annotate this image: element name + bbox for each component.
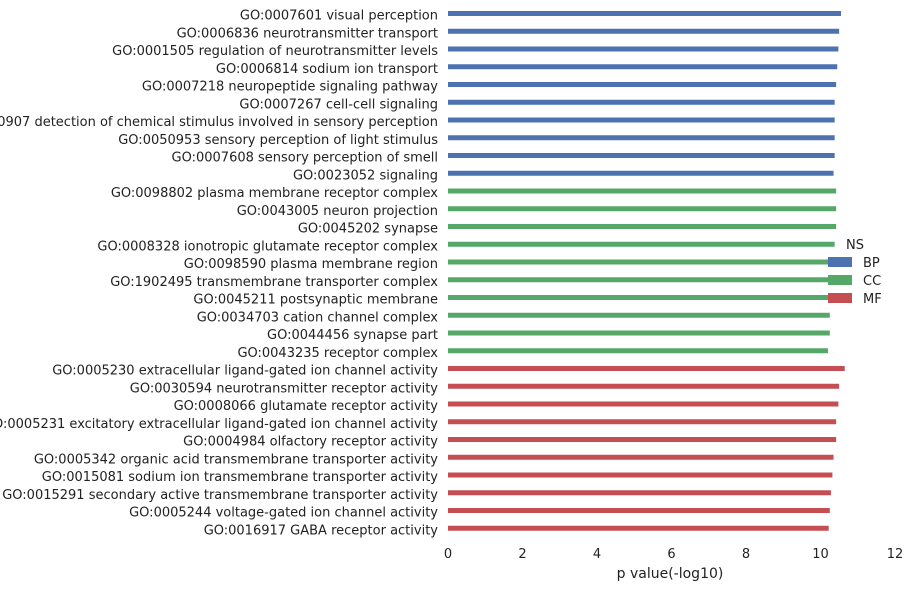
bar	[448, 241, 835, 247]
category-label: GO:0005244 voltage-gated ion channel act…	[129, 506, 438, 521]
category-label: GO:0043005 neuron projection	[237, 204, 438, 219]
category-label: GO:0006836 neurotransmitter transport	[177, 26, 438, 41]
bar	[448, 99, 835, 105]
legend-title: NS	[846, 238, 864, 253]
bar	[448, 11, 841, 16]
x-tick-label: 0	[444, 547, 452, 562]
category-label: GO:0007218 neuropeptide signaling pathwa…	[142, 80, 438, 95]
bars-layer	[448, 11, 845, 531]
bar	[448, 170, 834, 176]
legend-label: MF	[863, 292, 882, 307]
category-label: GO:0007267 cell-cell signaling	[239, 97, 438, 112]
category-label: GO:0004984 olfactory receptor activity	[183, 435, 438, 450]
bar	[448, 454, 834, 460]
legend-label: BP	[863, 256, 880, 271]
bar	[448, 153, 835, 158]
category-labels: GO:0007601 visual perception GO:0006836 n…	[0, 9, 438, 539]
category-label: GO:0044456 synapse part	[267, 328, 438, 343]
bar	[448, 188, 837, 194]
bar	[448, 46, 839, 52]
category-label: GO:0005342 organic acid transmembrane tr…	[34, 452, 438, 467]
bar	[448, 312, 830, 318]
bar	[448, 330, 830, 336]
x-axis-ticks: 0 2 4 6 8 10 12	[444, 547, 903, 562]
bar	[448, 383, 840, 389]
bar	[448, 401, 839, 407]
bar	[448, 224, 837, 229]
bar	[448, 64, 838, 70]
x-tick-label: 12	[887, 547, 904, 562]
category-label: GO:0045211 postsynaptic membrane	[193, 293, 438, 308]
x-axis-title: p value(-log10)	[617, 566, 724, 582]
legend: NS BP CC MF	[828, 238, 882, 307]
bar	[448, 508, 830, 513]
bar	[448, 28, 840, 34]
category-label: GO:0007601 visual perception	[240, 9, 438, 24]
bar	[448, 206, 837, 212]
bar	[448, 295, 832, 300]
category-label: GO:0050953 sensory perception of light s…	[118, 133, 438, 148]
legend-swatch	[828, 293, 852, 303]
legend-entries: BP CC MF	[828, 256, 882, 307]
category-label: GO:0007608 sensory perception of smell	[172, 151, 438, 166]
category-label: GO:0016917 GABA receptor activity	[204, 523, 439, 538]
bar	[448, 490, 831, 496]
x-tick-label: 6	[667, 547, 675, 562]
x-tick-label: 4	[593, 547, 601, 562]
category-label: GO:0045202 synapse	[298, 222, 438, 237]
bar	[448, 348, 828, 354]
category-label: GO:0015081 sodium ion transmembrane tran…	[42, 470, 438, 485]
bar	[448, 472, 833, 478]
bar	[448, 366, 845, 371]
bar	[448, 117, 835, 123]
x-tick-label: 2	[518, 547, 526, 562]
bar	[448, 437, 837, 442]
category-label: GO:0023052 signaling	[293, 168, 438, 183]
category-label: GO:0050907 detection of chemical stimulu…	[0, 115, 438, 130]
bar	[448, 525, 829, 531]
legend-swatch	[828, 257, 852, 267]
bar	[448, 419, 837, 425]
bar	[448, 82, 837, 87]
category-label: GO:0006814 sodium ion transport	[216, 62, 438, 77]
bar	[448, 277, 833, 283]
category-label: GO:1902495 transmembrane transporter com…	[110, 275, 438, 290]
category-label: GO:0034703 cation channel complex	[197, 310, 439, 325]
x-tick-label: 10	[812, 547, 829, 562]
category-label: GO:0030594 neurotransmitter receptor act…	[130, 381, 439, 396]
bar	[448, 135, 835, 141]
category-label: GO:0098802 plasma membrane receptor comp…	[111, 186, 438, 201]
category-label: GO:0008066 glutamate receptor activity	[174, 399, 439, 414]
category-label: GO:0005230 extracellular ligand-gated io…	[52, 364, 438, 379]
legend-label: CC	[863, 274, 881, 289]
x-tick-label: 8	[742, 547, 750, 562]
category-label: GO:0001505 regulation of neurotransmitte…	[112, 44, 438, 59]
category-label: GO:0015291 secondary active transmembran…	[2, 488, 438, 503]
category-label: GO:0043235 receptor complex	[237, 346, 438, 361]
category-label: GO:0098590 plasma membrane region	[184, 257, 438, 272]
bar	[448, 259, 834, 265]
category-label: GO:0008328 ionotropic glutamate receptor…	[97, 239, 438, 254]
legend-swatch	[828, 275, 852, 285]
category-label: GO:0005231 excitatory extracellular liga…	[0, 417, 438, 432]
